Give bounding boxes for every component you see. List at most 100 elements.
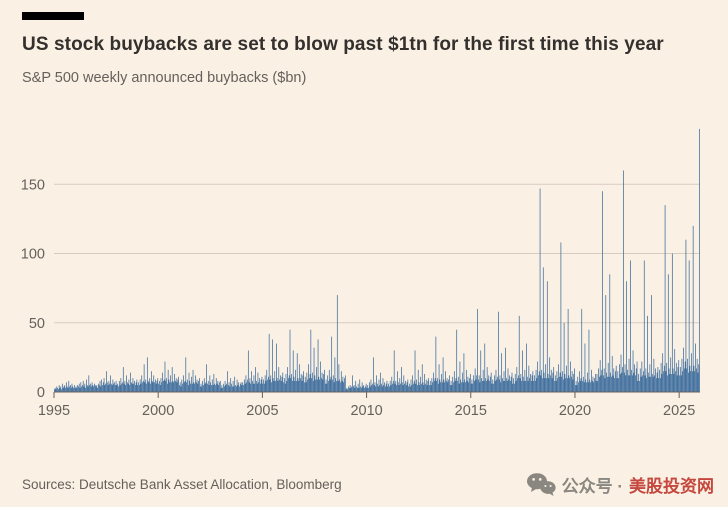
weekly-buyback-bar [555,380,557,392]
weekly-buyback-bar [260,379,262,392]
weekly-buyback-bar [208,384,210,392]
weekly-buyback-bar [161,382,163,392]
weekly-buyback-bar [539,188,541,392]
weekly-buyback-bar [147,380,149,392]
weekly-buyback-bar [198,380,199,392]
weekly-buyback-bar [674,348,676,392]
weekly-buyback-bar [160,377,162,392]
weekly-buyback-bar [347,389,349,392]
weekly-buyback-bar [388,383,389,392]
weekly-buyback-bar [330,376,332,392]
weekly-buyback-bar [620,354,622,392]
weekly-buyback-bar [531,375,533,392]
weekly-buyback-bar [535,369,537,392]
weekly-buyback-bar [646,377,648,392]
x-tick-label: 2010 [350,403,382,419]
weekly-buyback-bar [231,386,233,392]
weekly-buyback-bar [263,379,264,392]
weekly-buyback-bar [254,383,256,392]
weekly-buyback-bar [158,383,159,392]
weekly-buyback-bar [437,383,439,392]
weekly-buyback-bar [581,308,583,392]
weekly-buyback-bar [363,384,365,392]
weekly-buyback-bar [465,382,466,392]
weekly-buyback-bar [317,339,319,392]
weekly-buyback-bar [407,379,409,392]
weekly-buyback-bar [482,380,483,392]
weekly-buyback-bar [409,383,410,392]
weekly-buyback-bar [95,386,97,392]
weekly-buyback-bar [659,369,660,392]
weekly-buyback-bar [364,386,366,392]
weekly-buyback-bar [395,380,397,392]
weekly-buyback-bar [276,377,278,392]
weekly-buyback-bar [412,375,413,392]
weekly-buyback-bar [672,368,674,392]
weekly-buyback-bar [69,386,70,392]
weekly-buyback-bar [309,373,311,392]
weekly-buyback-bar [624,364,626,392]
weekly-buyback-bar [381,386,383,392]
weekly-buyback-bar [78,386,79,392]
weekly-buyback-bar [113,383,115,392]
weekly-buyback-bar [639,380,640,392]
weekly-buyback-bar [634,364,635,392]
weekly-buyback-bar [567,308,569,392]
weekly-buyback-bar [310,329,312,392]
weekly-buyback-bar [559,372,561,392]
weekly-buyback-bar [351,386,353,392]
weekly-buyback-bar [598,368,599,392]
weekly-buyback-bar [425,383,426,392]
weekly-buyback-bar [296,353,298,392]
weekly-buyback-bar [488,375,490,392]
weekly-buyback-bar [562,379,564,392]
weekly-buyback-bar [87,386,89,392]
weekly-buyback-bar [288,375,290,392]
weekly-buyback-bar [603,368,605,392]
weekly-buyback-bar [167,383,168,392]
weekly-buyback-bar [608,376,610,392]
weekly-buyback-bar [496,379,498,392]
weekly-buyback-bar [342,376,344,392]
weekly-buyback-bar [172,380,174,392]
weekly-buyback-bar [427,380,429,392]
weekly-buyback-bar [352,375,353,392]
weekly-buyback-bar [420,376,421,392]
weekly-buyback-bar [227,371,228,392]
weekly-buyback-bar [397,371,398,392]
weekly-buyback-bar [54,389,55,392]
weekly-buyback-bar [433,380,435,392]
weekly-buyback-bar [633,372,635,392]
weekly-buyback-bar [454,380,456,392]
weekly-buyback-bar [237,384,239,392]
weekly-buyback-bar [343,382,345,392]
weekly-buyback-bar [199,386,201,392]
weekly-buyback-bar [329,379,331,392]
weekly-buyback-bar [603,375,604,392]
weekly-buyback-bar [175,377,177,392]
weekly-buyback-bar [187,384,189,392]
weekly-buyback-bar [191,376,192,392]
weekly-buyback-bar [625,375,627,392]
weekly-buyback-bar [114,384,116,392]
weekly-buyback-bar [93,386,94,392]
weekly-buyback-bar [117,383,119,392]
weekly-buyback-bar [291,373,292,392]
weekly-buyback-bar [569,377,571,392]
weekly-buyback-bar [534,375,535,392]
weekly-buyback-bar [440,382,442,392]
weekly-buyback-bar [265,380,267,392]
weekly-buyback-bar [689,365,691,392]
weekly-buyback-bar [248,382,250,392]
weekly-buyback-bar [542,267,544,392]
weekly-buyback-bar [641,361,643,392]
weekly-buyback-bar [168,379,170,392]
weekly-buyback-bar [418,382,420,392]
weekly-buyback-bar [328,369,330,392]
weekly-buyback-bar [563,322,565,392]
weekly-buyback-bar [457,376,459,392]
weekly-buyback-bar [465,369,467,392]
weekly-buyback-bar [269,379,271,392]
weekly-buyback-bar [665,371,667,392]
